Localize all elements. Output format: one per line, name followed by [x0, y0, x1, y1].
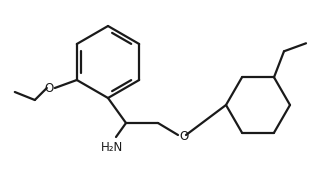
Text: O: O	[179, 129, 188, 143]
Text: O: O	[44, 82, 54, 94]
Text: H₂N: H₂N	[101, 141, 123, 154]
